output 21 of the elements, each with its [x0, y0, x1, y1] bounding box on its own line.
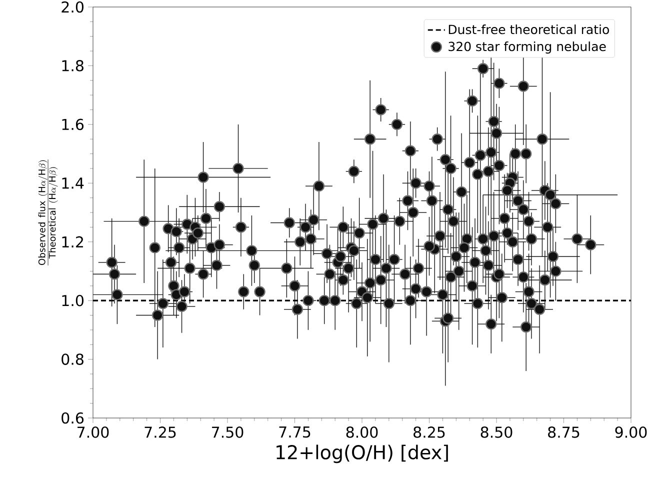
y-tick-label: 1.6 [62, 118, 84, 130]
y-tick-label: 0.8 [62, 354, 84, 365]
y-tick-label: 1.4 [62, 178, 84, 189]
x-tick-label: 8.25 [414, 426, 445, 438]
legend-label: Dust-free theoretical ratio [448, 24, 609, 34]
x-tick-label: 8.75 [548, 426, 580, 438]
y-tick-label: 1.8 [62, 60, 84, 72]
y-tick-label: 2.0 [62, 1, 84, 13]
y-tick-label: 1.2 [62, 236, 83, 248]
y-tick-label: 1.0 [62, 294, 84, 306]
legend-label: 320 star forming nebulae [448, 41, 606, 54]
y-tick-label: 0.6 [62, 412, 84, 424]
y-axis-title: $\frac{\mathrm{Observed\ flux\ (H\alpha/H\beta)}}{\mathrm{Theoretical\ (H\alpha/H\beta)}}$ [38, 160, 58, 266]
x-tick-label: 8.00 [346, 426, 378, 438]
x-axis-title: 12+log(O/H) [dex] [276, 444, 448, 464]
x-tick-label: 7.00 [78, 426, 109, 438]
x-tick-label: 9.00 [615, 426, 647, 438]
x-tick-label: 8.50 [480, 426, 512, 438]
x-tick-label: 7.50 [212, 426, 244, 438]
x-tick-label: 7.75 [279, 426, 310, 438]
x-tick-label: 7.25 [144, 426, 176, 438]
